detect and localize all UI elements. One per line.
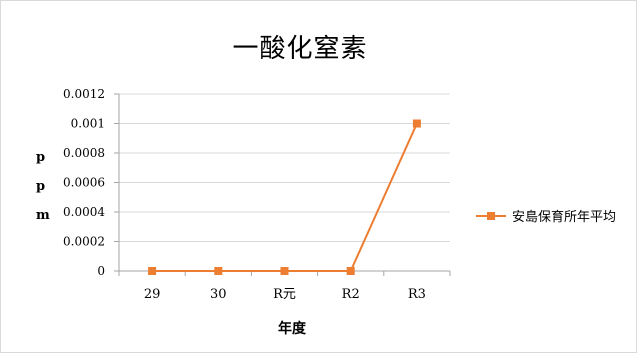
x-tick-label: R3 [408,287,426,302]
y-tick-label: 0.001 [71,117,105,131]
x-tick-label: 30 [210,287,227,302]
series-line [152,123,418,272]
legend-marker-icon [476,211,506,220]
x-tick-label: 29 [144,287,161,302]
y-axis-label-char-1: p [36,150,46,165]
y-tick-label: 0 [97,264,105,278]
legend-label: 安島保育所年平均 [512,210,617,225]
y-tick-label: 0.0002 [63,235,105,249]
data-point [148,267,157,275]
y-tick-label: 0.0004 [63,205,105,219]
legend: 安島保育所年平均 [476,206,616,225]
data-point [346,267,355,275]
chart-title: 一酸化窒素 [232,34,368,64]
x-tick-label: R2 [342,287,360,302]
data-point [412,119,421,128]
data-point [214,267,223,275]
y-axis-label-char-3: m [36,208,50,223]
y-tick-label: 0.0008 [63,146,105,160]
y-tick-label: 0.0012 [63,87,105,101]
y-axis-label-char-2: p [36,179,46,194]
x-tick-label: R元 [273,287,296,302]
y-tick-label: 0.0006 [63,176,105,190]
data-point [280,267,289,275]
x-axis-label: 年度 [278,321,306,337]
